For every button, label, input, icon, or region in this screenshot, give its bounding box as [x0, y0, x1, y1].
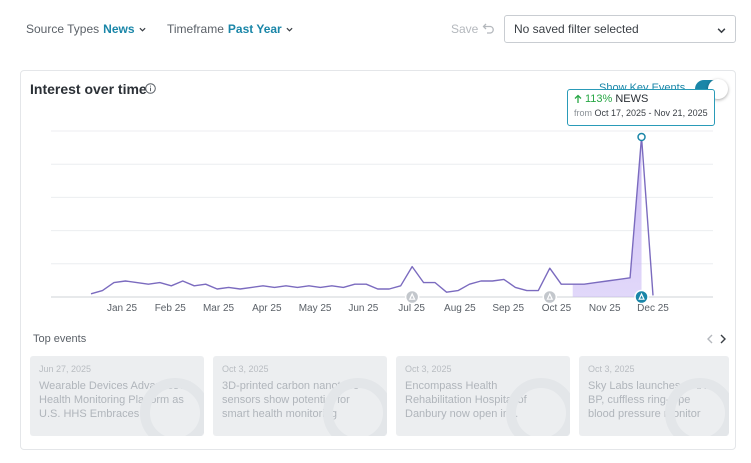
next-arrow-icon[interactable]: [718, 333, 728, 345]
series-line: [90, 136, 654, 296]
interest-chart: Jan 25 Feb 25 Mar 25 Apr 25 May 25 Jun 25 Jul …: [51, 130, 713, 314]
x-tick-label: Sep 25: [492, 303, 524, 314]
chevron-down-icon: [138, 27, 146, 32]
source-types-label: Source Types: [26, 22, 100, 36]
chevron-down-icon: [717, 28, 726, 34]
x-tick-label: Apr 25: [252, 303, 282, 314]
timeframe-value: Past Year: [227, 22, 282, 36]
x-tick-label: Jul 25: [398, 303, 425, 314]
chevron-down-icon: [286, 27, 293, 32]
source-types-value: News: [103, 22, 135, 36]
event-date: Oct 3, 2025: [588, 364, 635, 374]
tooltip-dates: Oct 17, 2025 - Nov 21, 2025: [594, 108, 708, 118]
timeframe-filter[interactable]: Timeframe Past Year: [167, 22, 293, 36]
filter-bar: Source Types News Timeframe Past Year Sa…: [0, 0, 751, 60]
x-tick-label: Aug 25: [444, 303, 476, 314]
event-title: Encompass Health Rehabilitation Hospital…: [405, 380, 527, 420]
event-date: Oct 3, 2025: [405, 364, 452, 374]
interest-over-time-card: Interest over time Show Key Events Jan 2…: [20, 70, 736, 450]
event-card[interactable]: Jun 27, 2025 Wearable Devices Advances A…: [30, 356, 204, 436]
event-date: Jun 27, 2025: [39, 364, 92, 374]
x-tick-label: May 25: [299, 303, 332, 314]
event-card[interactable]: Oct 3, 2025 3D-printed carbon nanotube s…: [213, 356, 387, 436]
chart-tooltip: 113% NEWS from Oct 17, 2025 - Nov 21, 20…: [567, 89, 715, 126]
tooltip-from-label: from: [574, 108, 592, 118]
save-button[interactable]: Save: [451, 22, 479, 36]
highlight-area: [572, 137, 642, 297]
card-title: Interest over time: [30, 81, 147, 97]
x-tick-label: Jan 25: [107, 303, 137, 314]
source-types-filter[interactable]: Source Types News: [26, 22, 146, 36]
x-tick-label: Dec 25: [637, 303, 669, 314]
event-date: Oct 3, 2025: [222, 364, 269, 374]
saved-filter-select[interactable]: No saved filter selected: [504, 15, 736, 43]
event-card[interactable]: Oct 3, 2025 Sky Labs launches CART BP, c…: [579, 356, 729, 436]
prev-arrow-icon[interactable]: [705, 333, 715, 345]
x-tick-label: Mar 25: [203, 303, 235, 314]
event-marker: [542, 289, 558, 305]
info-icon[interactable]: [145, 83, 156, 94]
peak-point: [637, 132, 646, 142]
tooltip-percent: 113%: [585, 93, 613, 105]
event-marker: [404, 289, 420, 305]
x-tick-label: Nov 25: [589, 303, 621, 314]
timeframe-label: Timeframe: [167, 22, 224, 36]
alert-icon: [546, 292, 554, 300]
event-card-decoration: [506, 378, 570, 436]
x-tick-label: Feb 25: [155, 303, 187, 314]
event-card[interactable]: Oct 3, 2025 Encompass Health Rehabilitat…: [396, 356, 570, 436]
top-events-title: Top events: [33, 333, 87, 345]
undo-icon[interactable]: [482, 21, 496, 35]
x-tick-label: Oct 25: [542, 303, 572, 314]
event-card-decoration: [323, 378, 387, 436]
saved-filter-value: No saved filter selected: [514, 22, 639, 36]
alert-icon: [638, 292, 645, 300]
alert-icon: [408, 292, 416, 300]
tooltip-series-label: NEWS: [615, 93, 649, 105]
event-title: 3D-printed carbon nanotube sensors show …: [222, 380, 359, 420]
event-card-decoration: [665, 378, 729, 436]
x-tick-label: Jun 25: [348, 303, 378, 314]
arrow-up-icon: [574, 94, 582, 103]
event-marker: [634, 289, 649, 305]
event-card-decoration: [140, 378, 204, 436]
